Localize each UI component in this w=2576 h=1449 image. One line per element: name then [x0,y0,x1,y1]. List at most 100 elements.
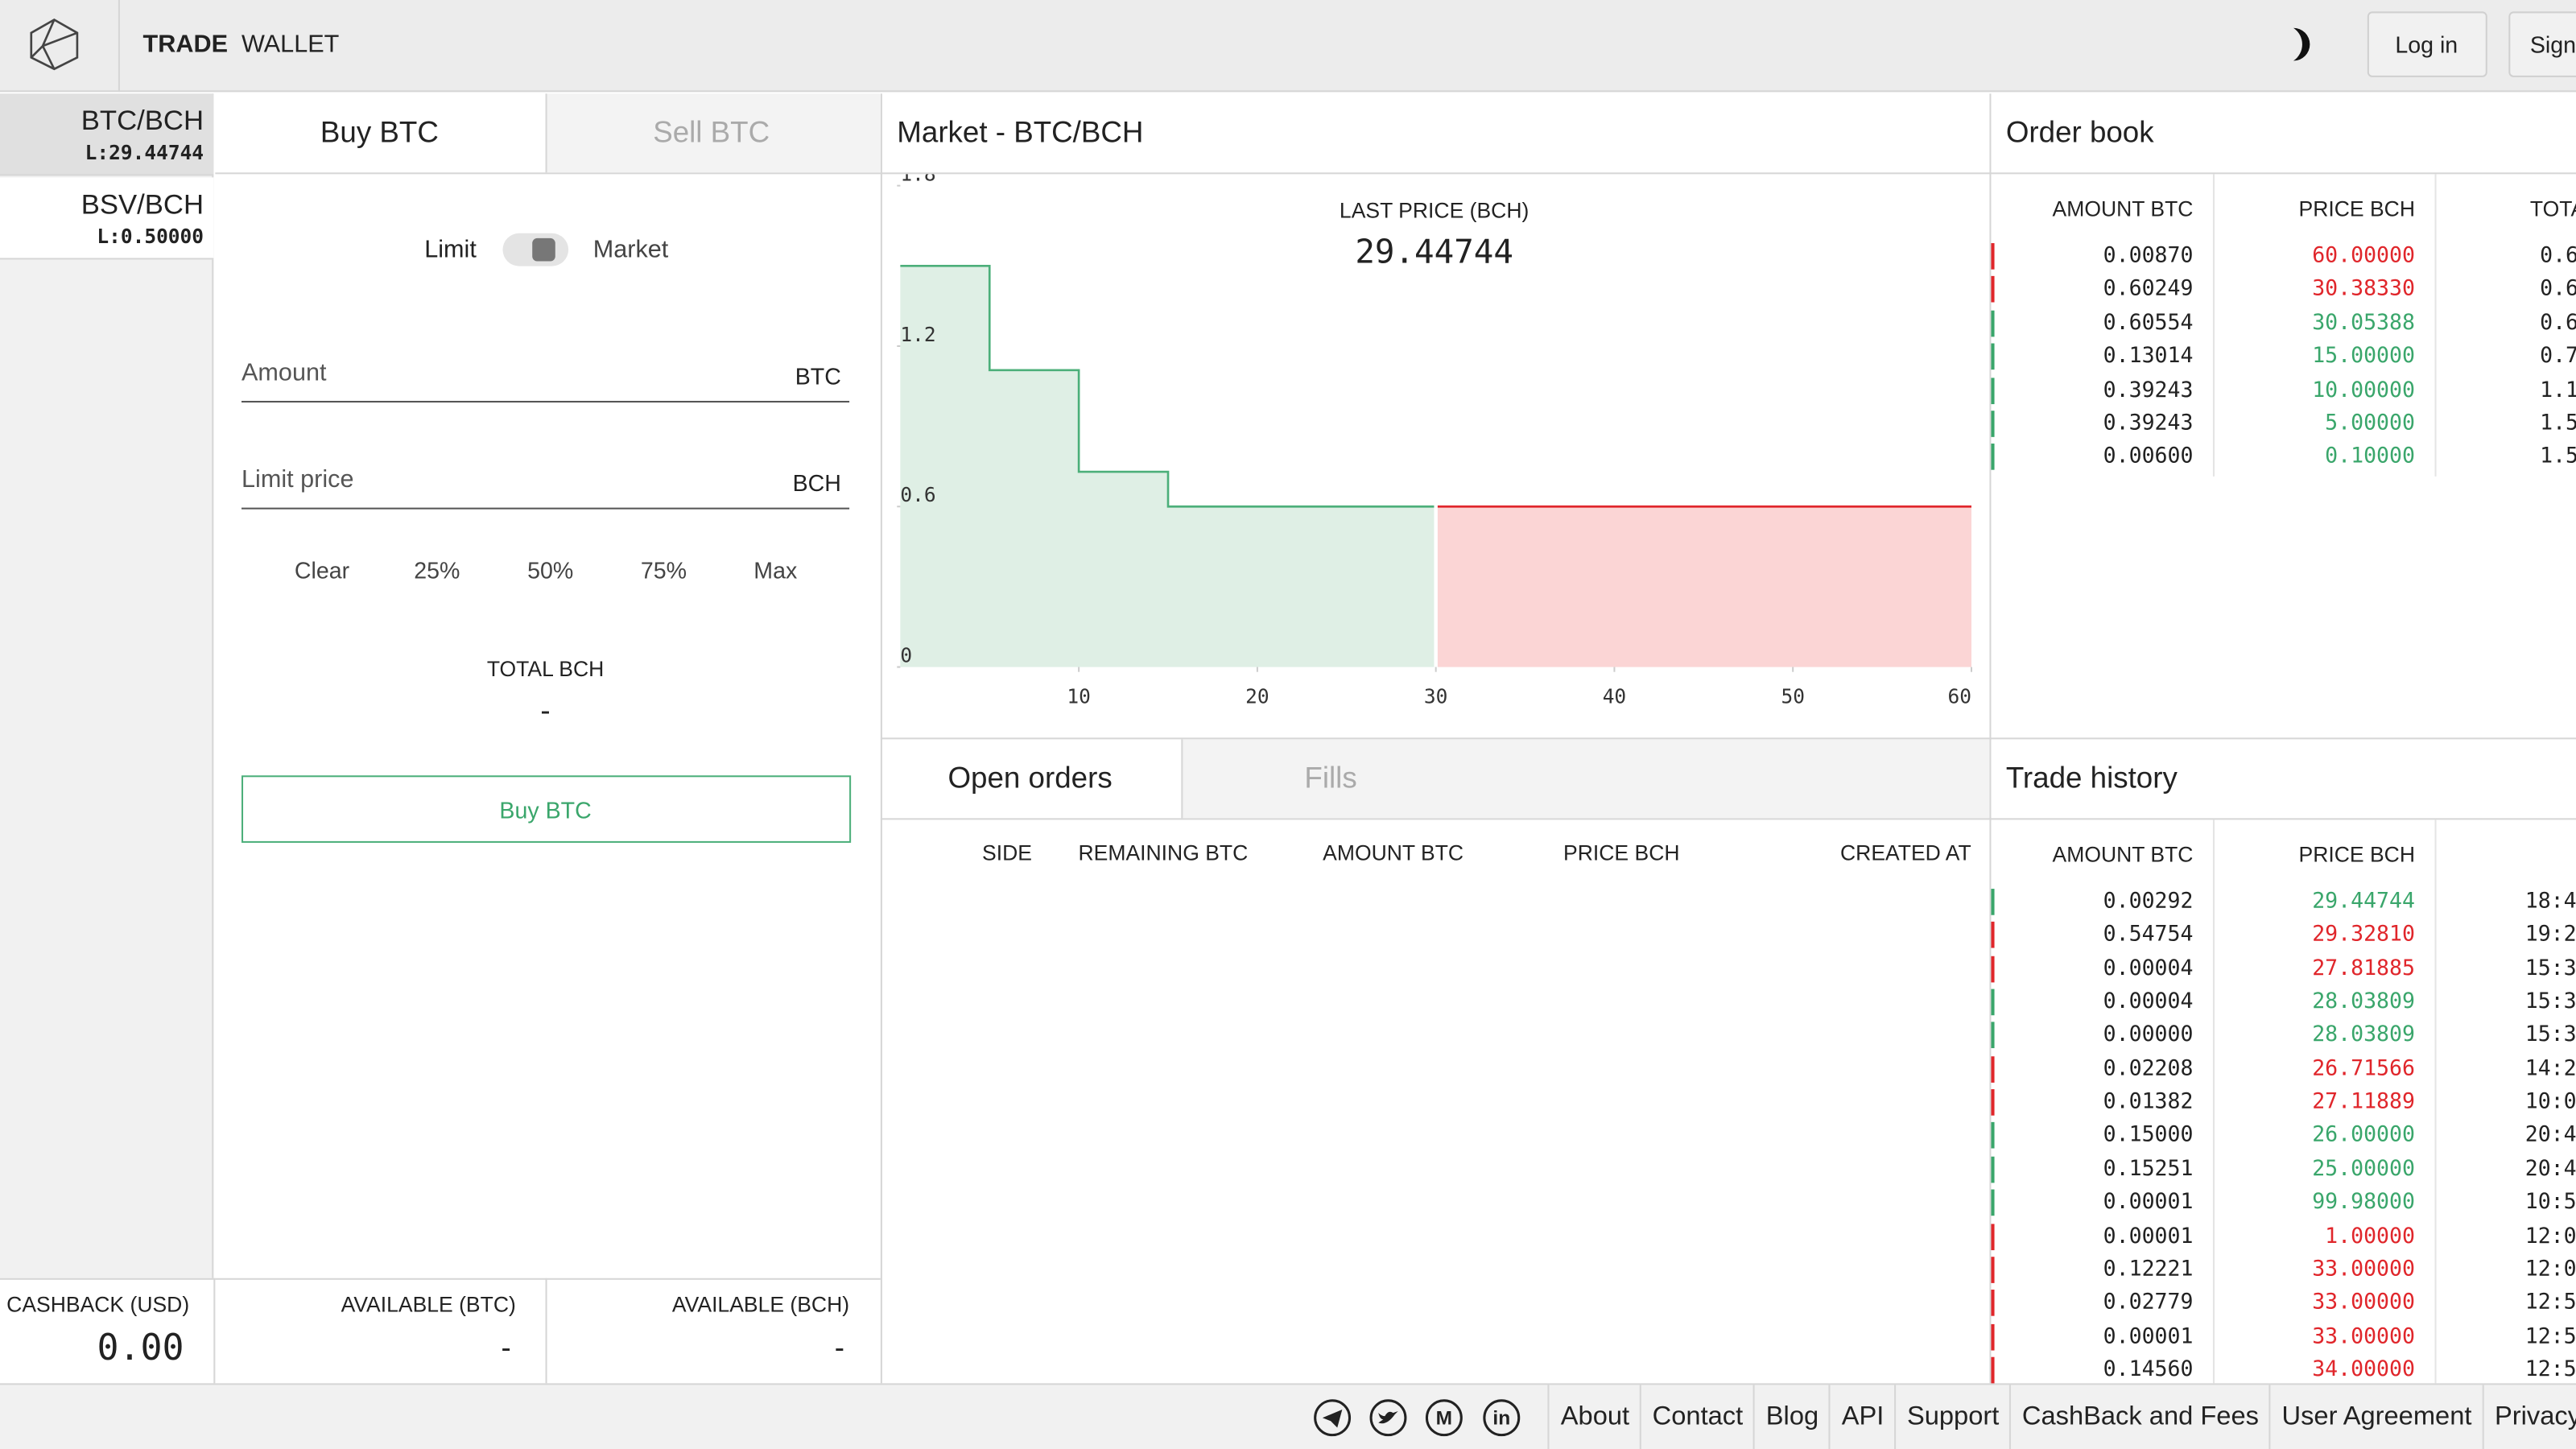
input-line[interactable] [242,400,850,402]
side-indicator [1991,276,1995,303]
buy-label[interactable]: Buy BTC [499,796,592,824]
total: 1.5 [2540,411,2576,436]
footer-link[interactable]: Support [1906,1402,2000,1431]
preset[interactable]: 25% [414,556,460,584]
last-price-label: LAST PRICE (BCH) [1339,197,1530,223]
amount: 0.12221 [2103,1257,2194,1282]
column-header: PRICE BCH [2298,841,2415,867]
time: 19:2 [2524,923,2576,948]
input-unit: BTC [795,363,841,390]
mode-label[interactable]: Market [592,235,669,264]
footer-link[interactable]: Privacy [2495,1402,2576,1431]
amount: 0.15000 [2103,1123,2194,1149]
column-header: PRICE BCH [2298,196,2415,221]
price: 27.81885 [2312,956,2415,981]
price: 33.00000 [2312,1323,2415,1349]
balance-label: CASHBACK (USD) [6,1292,190,1317]
price: 30.05388 [2312,311,2415,336]
buy-button[interactable] [242,775,852,843]
mode-label[interactable]: Limit [424,235,477,264]
column-header: TOTA [2529,196,2576,221]
amount: 0.00004 [2103,956,2194,981]
market-pair[interactable]: BTC/BCH [80,105,204,137]
login-label[interactable]: Log in [2395,31,2458,58]
column-header: PRICE BCH [1563,840,1680,865]
side-indicator [1991,243,1995,270]
price: 29.32810 [2312,923,2415,948]
divider [1893,1385,1896,1449]
divider [1752,1385,1755,1449]
y-tick-label: 0 [900,643,912,667]
social-icons[interactable] [1311,1397,1525,1439]
price: 60.00000 [2312,244,2415,269]
footer-link[interactable]: Blog [1765,1402,1819,1431]
x-tick-label: 40 [1603,684,1626,708]
price: 10.00000 [2312,378,2415,403]
amount: 0.00000 [2103,1023,2194,1048]
market-last[interactable]: L:29.44744 [85,141,204,165]
theme-toggle[interactable] [2281,25,2317,64]
logo[interactable] [28,16,80,72]
market-last[interactable]: L:0.50000 [97,225,204,249]
side-indicator [1991,1223,1995,1250]
fills-tab[interactable] [1181,739,1990,819]
side-indicator [1991,1089,1995,1116]
time: 12:0 [2524,1224,2576,1249]
amount: 0.13014 [2103,344,2194,369]
tab[interactable]: Sell BTC [653,115,770,149]
divider [1547,1385,1550,1449]
signup-label[interactable]: Sign [2529,31,2576,58]
price: 5.00000 [2325,411,2415,436]
divider [2434,819,2437,1384]
side-indicator [1991,889,1995,915]
total: 0.6 [2540,277,2576,303]
price: 27.11889 [2312,1090,2415,1115]
social-icon[interactable]: in [1492,1406,1511,1430]
preset[interactable]: 50% [527,556,574,584]
side-indicator [1991,444,1995,471]
preset[interactable]: Max [753,556,798,584]
y-tick-label: 1.8 [900,174,935,185]
input-line[interactable] [242,507,850,510]
footer-link[interactable]: API [1841,1402,1885,1431]
price: 28.03809 [2312,989,2415,1015]
x-tick-label: 20 [1245,684,1269,708]
nav-link[interactable]: WALLET [242,30,340,59]
column-header: AMOUNT BTC [2052,196,2194,221]
panel-title: Order book [2005,115,2154,149]
sell-tab[interactable] [545,93,881,173]
preset[interactable]: Clear [294,556,350,584]
divider [118,0,120,93]
mode-toggle[interactable] [502,233,569,266]
signup-button[interactable] [2508,11,2576,77]
footer-link[interactable]: User Agreement [2281,1402,2472,1431]
footer-link[interactable]: CashBack and Fees [2021,1402,2259,1431]
divider [880,818,2576,820]
price: 0.10000 [2325,444,2415,470]
tab[interactable]: Open orders [947,761,1113,795]
divider [2008,1385,2011,1449]
time: 12:5 [2524,1357,2576,1383]
side-indicator [1991,1055,1995,1083]
column-header: AMOUNT BTC [1323,840,1464,865]
tab[interactable]: Fills [1304,761,1357,795]
balance-value: - [501,1331,511,1364]
footer-link[interactable]: Contact [1652,1402,1744,1431]
nav-link[interactable]: TRADE [142,30,229,59]
market-pair[interactable]: BSV/BCH [80,188,204,221]
total: 1.5 [2540,444,2576,470]
tab[interactable]: Buy BTC [320,115,439,149]
login-button[interactable] [2367,11,2487,77]
market-row[interactable] [0,93,214,176]
side-indicator [1991,1122,1995,1150]
depth-area [1437,506,1971,667]
input-label: Limit price [242,465,354,494]
preset[interactable]: 75% [640,556,687,584]
social-icon[interactable]: M [1435,1406,1453,1430]
market-row[interactable] [0,177,214,260]
input-label: Amount [242,358,327,387]
balance-label: AVAILABLE (BCH) [671,1292,850,1317]
footer-link[interactable]: About [1560,1402,1630,1431]
x-tick-label: 30 [1424,684,1447,708]
